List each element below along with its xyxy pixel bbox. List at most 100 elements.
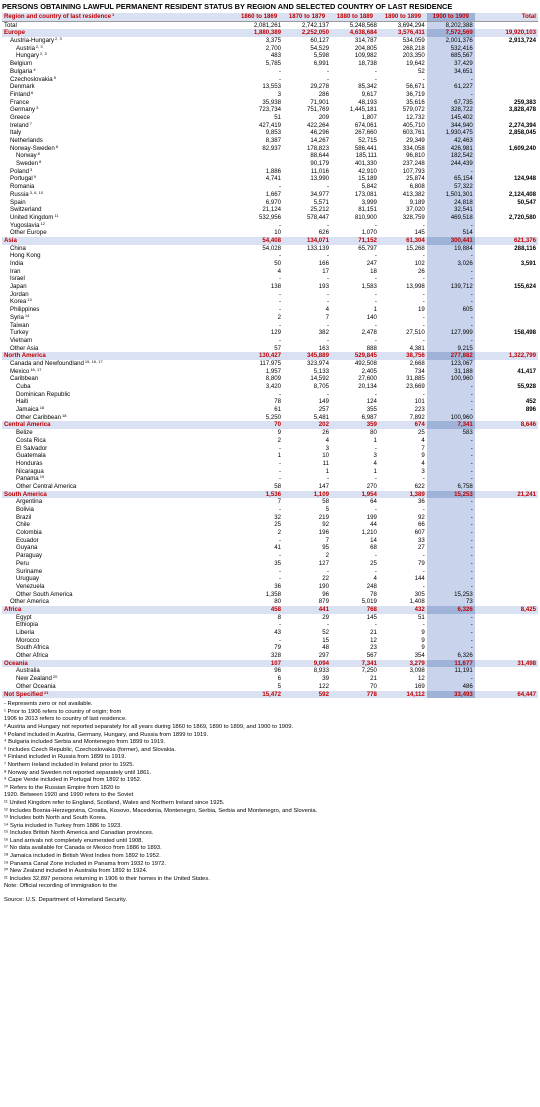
footnote: ⁹ Cape Verde included in Portugal from 1… <box>4 777 142 784</box>
footnote: ¹⁵ Includes British North America and Ca… <box>4 830 154 837</box>
cell-total <box>475 322 538 330</box>
cell-total <box>475 314 538 322</box>
table-row: Japan 138 193 1,583 13,998 139,712 155,624 <box>2 283 538 291</box>
row-label: Jamaica18 <box>16 406 45 414</box>
table-row: Netherlands 8,387 14,267 52,715 29,349 42,463 <box>2 137 538 145</box>
table-row: Norway8 88,644 185,111 96,810 182,542 <box>2 152 538 161</box>
cell-value: 144 <box>414 575 425 583</box>
cell-value: - <box>374 290 377 298</box>
cell-total <box>475 21 538 29</box>
table-row: Portugal9 4,741 13,990 15,189 25,874 65,154 12… <box>2 175 538 184</box>
cell-value: 297 <box>318 652 329 660</box>
cell-value: 7 <box>421 444 425 452</box>
cell-value: 58 <box>322 498 329 506</box>
cell-total: 896 <box>525 406 536 414</box>
row-label: Paraguay <box>16 552 43 560</box>
cell-value: 4 <box>373 459 377 467</box>
table-row: Venezuela 36 190 248 - - <box>2 582 538 591</box>
row-label: Oceania <box>2 659 236 668</box>
cell-value: - <box>279 221 282 229</box>
cell-value: - <box>426 290 475 299</box>
cell-value: 1,807 <box>361 113 377 121</box>
table-row: Sweden8 90,179 401,330 237,248 244,439 <box>2 160 538 168</box>
row-label: Panama19 <box>16 475 45 483</box>
footnote: 1920. Between 1920 and 1990 refers to th… <box>4 792 134 799</box>
cell-value: - <box>326 475 329 483</box>
cell-value: 70 <box>370 682 377 690</box>
cell-value: 1 <box>373 306 377 314</box>
cell-value: 25 <box>274 521 282 529</box>
row-label: Austria2, 3 <box>16 44 43 52</box>
row-label: Not Specified21 <box>2 690 236 699</box>
table-row: Spain 6,970 5,571 3,999 9,189 24,818 50,547 <box>2 198 538 207</box>
table-row: Czechoslovakia5- - - - - <box>2 75 538 84</box>
cell-total <box>475 445 538 453</box>
table-row: Belize 9 26 80 25 583 <box>2 429 538 437</box>
table-body: Total 2,081,261 2,742,137 5,248,568 3,694,29… <box>2 21 538 699</box>
row-label: Suriname <box>16 567 43 575</box>
cell-value: 8 <box>277 613 282 621</box>
table-row: Ireland7 427,419 422,264 674,061 405,710 344,… <box>2 121 538 130</box>
table-row: Ethiopia - - - - - <box>2 621 538 629</box>
cell-value: 138 <box>270 283 282 291</box>
cell-value: 14,267 <box>310 137 329 145</box>
table-row: Jamaica18 61 257 355 223- 896 <box>2 406 538 414</box>
row-label: Norway8 <box>16 152 40 160</box>
row-label: Belgium <box>10 60 33 68</box>
cell-value: 13,998 <box>406 283 425 291</box>
cell-value: 879 <box>318 598 329 606</box>
cell-value: 38,756 <box>378 352 427 360</box>
cell-value: 127 <box>318 559 329 567</box>
row-label: Ireland7 <box>10 121 32 129</box>
cell-value: 674,061 <box>354 121 377 129</box>
cell-value: 3,098 <box>409 667 425 675</box>
cell-value: 145,402 <box>426 113 475 122</box>
cell-value: 26 <box>418 267 425 275</box>
cell-value: - <box>426 498 475 506</box>
cell-value: 145 <box>414 229 425 237</box>
row-label: Other Europe <box>10 229 47 237</box>
cell-value: 1,358 <box>265 590 282 598</box>
cell-value: 2 <box>325 552 329 560</box>
cell-value: 36 <box>274 582 282 590</box>
region-row: Africa 458 441 768 432 6,326 8,425 <box>2 605 538 614</box>
cell-value: 14,592 <box>310 375 329 383</box>
row-label: Hungary2, 3 <box>16 52 47 60</box>
cell-total <box>475 268 538 276</box>
row-label: Colombia <box>16 529 42 537</box>
cell-value: - <box>374 506 377 514</box>
cell-value: 27 <box>418 544 425 552</box>
table-row: United Kingdom11 532,956 578,447 810,900 328… <box>2 213 538 222</box>
cell-value: - <box>279 75 282 83</box>
cell-value: 305 <box>414 590 425 598</box>
cell-value: 2,742,137 <box>301 21 329 29</box>
cell-value: 78 <box>274 398 282 406</box>
cell-total <box>475 183 538 191</box>
cell-value: 29,278 <box>310 83 329 91</box>
cell-total <box>475 529 538 537</box>
cell-value: 65,154 <box>426 175 475 184</box>
cell-value: - <box>279 567 282 575</box>
cell-total <box>475 575 538 583</box>
cell-value: 244,439 <box>426 160 475 168</box>
cell-value: 3,420 <box>265 383 282 391</box>
cell-value: 48 <box>322 644 329 652</box>
cell-value: 25 <box>418 429 425 437</box>
cell-value: 1,210 <box>361 529 377 537</box>
cell-value: 2,252,050 <box>283 29 331 38</box>
cell-value: 1,501,301 <box>426 190 475 199</box>
cell-total: 2,913,724 <box>508 37 536 45</box>
cell-total <box>475 637 538 645</box>
cell-value: 422,264 <box>306 121 329 129</box>
cell-value: 81,151 <box>358 206 377 214</box>
cell-value: 92 <box>322 521 329 529</box>
cell-value: - <box>426 252 475 260</box>
cell-value: 68 <box>370 544 377 552</box>
row-label: Switzerland <box>10 206 42 214</box>
cell-total <box>475 614 538 622</box>
cell-total: 452 <box>525 398 536 406</box>
region-row: Oceania 107 9,094 7,341 3,279 11,677 31,498 <box>2 659 538 668</box>
cell-value: 427,419 <box>259 121 282 129</box>
cell-total <box>475 291 538 299</box>
cell-value: 486 <box>426 682 475 691</box>
